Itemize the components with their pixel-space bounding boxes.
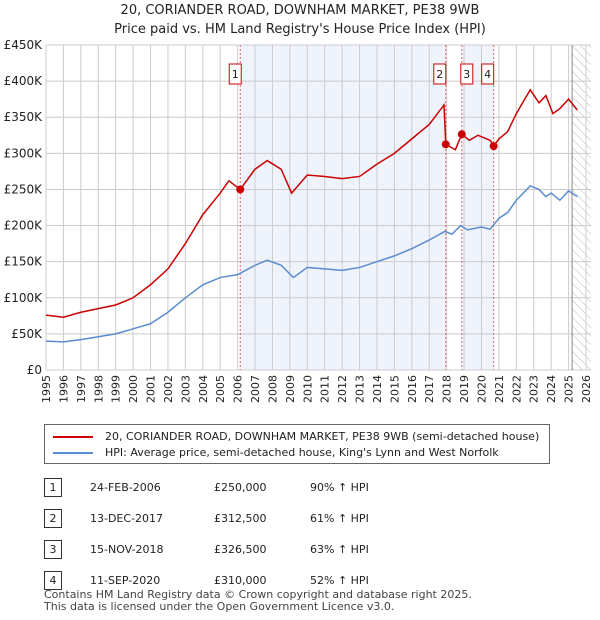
sale-number: 2 [44,509,62,528]
x-tick-label: 2025 [563,375,576,403]
sale-number: 3 [44,540,62,559]
footer-licence: This data is licensed under the Open Gov… [44,600,395,613]
chart-subtitle: Price paid vs. HM Land Registry's House … [114,22,486,37]
sale-date: 11-SEP-2020 [90,574,161,587]
y-tick-label: £350K [4,110,44,124]
y-tick-label: £300K [4,146,44,160]
x-tick-label: 2013 [354,375,367,403]
x-tick-label: 2015 [388,375,401,403]
x-tick-label: 2023 [528,375,541,403]
forecast-hatch [572,45,591,370]
y-tick-label: £100K [4,291,44,305]
x-tick-label: 2016 [406,375,419,403]
x-tick-label: 2000 [127,375,140,403]
x-tick-label: 1998 [92,375,105,403]
y-tick-label: £200K [4,219,44,233]
x-tick-label: 1995 [40,375,53,403]
sale-hpi: 90% ↑ HPI [310,481,369,494]
y-tick-label: £150K [4,255,44,269]
sale-label-box [433,63,447,85]
x-tick-label: 2019 [458,375,471,403]
sale-hpi: 52% ↑ HPI [310,574,369,587]
series-hpi [45,184,578,343]
series-property [45,88,578,319]
footer-copyright: Contains HM Land Registry data © Crown c… [44,588,472,601]
sale-label: 3 [463,68,470,81]
sale-hpi: 63% ↑ HPI [310,543,369,556]
sale-point [236,185,245,194]
x-tick-label: 2018 [441,375,454,403]
sale-date: 15-NOV-2018 [90,543,164,556]
sale-point [441,140,450,149]
x-tick-label: 2008 [266,375,279,403]
shaded-period [461,45,494,370]
sale-number: 4 [44,571,62,590]
x-tick-label: 2004 [197,375,210,403]
x-tick-label: 2011 [319,375,332,403]
chart-title: 20, CORIANDER ROAD, DOWNHAM MARKET, PE38… [120,3,480,18]
x-tick-label: 2007 [249,375,262,403]
x-tick-label: 2014 [371,375,384,403]
sale-row: 2 13-DEC-2017 £312,500 61% ↑ HPI [44,509,564,529]
x-tick-label: 1997 [75,375,88,403]
legend-hpi: HPI: Average price, semi-detached house,… [105,446,499,459]
sale-label-box [228,63,242,85]
sale-point [489,142,498,151]
sale-label-box [481,63,495,85]
y-tick-label: £450K [4,38,44,52]
y-tick-label: £50K [11,327,43,341]
sale-row: 3 15-NOV-2018 £326,500 63% ↑ HPI [44,540,564,560]
x-tick-label: 2005 [214,375,227,403]
x-tick-label: 2026 [580,375,593,403]
sale-label: 1 [232,68,239,81]
sale-number: 1 [44,478,62,497]
x-tick-label: 2021 [493,375,506,403]
legend-blue-line [53,451,93,454]
legend: 20, CORIANDER ROAD, DOWNHAM MARKET, PE38… [44,424,550,464]
x-tick-label: 2022 [510,375,523,403]
sale-date: 24-FEB-2006 [90,481,161,494]
legend-property: 20, CORIANDER ROAD, DOWNHAM MARKET, PE38… [105,430,540,443]
sale-price: £250,000 [214,481,267,494]
x-tick-label: 2001 [145,375,158,403]
y-tick-label: £250K [4,182,44,196]
footer: Contains HM Land Registry data © Crown c… [44,589,472,613]
y-tick-label: £400K [4,74,44,88]
x-tick-label: 2020 [475,375,488,403]
x-tick-label: 2003 [179,375,192,403]
y-tick-label: £0 [27,363,42,377]
x-tick-label: 2017 [423,375,436,403]
sale-point [457,130,466,139]
sale-row: 4 11-SEP-2020 £310,000 52% ↑ HPI [44,571,564,591]
sale-price: £312,500 [214,512,267,525]
shaded-period [240,45,446,370]
x-tick-label: 1996 [57,375,70,403]
sale-row: 1 24-FEB-2006 £250,000 90% ↑ HPI [44,478,564,498]
sale-hpi: 61% ↑ HPI [310,512,369,525]
sale-date: 13-DEC-2017 [90,512,164,525]
sale-label-box [460,63,474,85]
sale-price: £310,000 [214,574,267,587]
x-tick-label: 2010 [301,375,314,403]
x-tick-label: 2024 [545,375,558,403]
sale-label: 4 [484,68,491,81]
x-tick-label: 2009 [284,375,297,403]
sale-price: £326,500 [214,543,267,556]
x-tick-label: 2002 [162,375,175,403]
sale-label: 2 [436,68,443,81]
legend-red-line [53,435,93,438]
price-chart: 1995 1996 1997 1998 1999 2000 2001 2002 2003 2004… [4,38,593,403]
x-tick-label: 2006 [232,375,245,403]
x-tick-label: 2012 [336,375,349,403]
x-tick-label: 1999 [110,375,123,403]
